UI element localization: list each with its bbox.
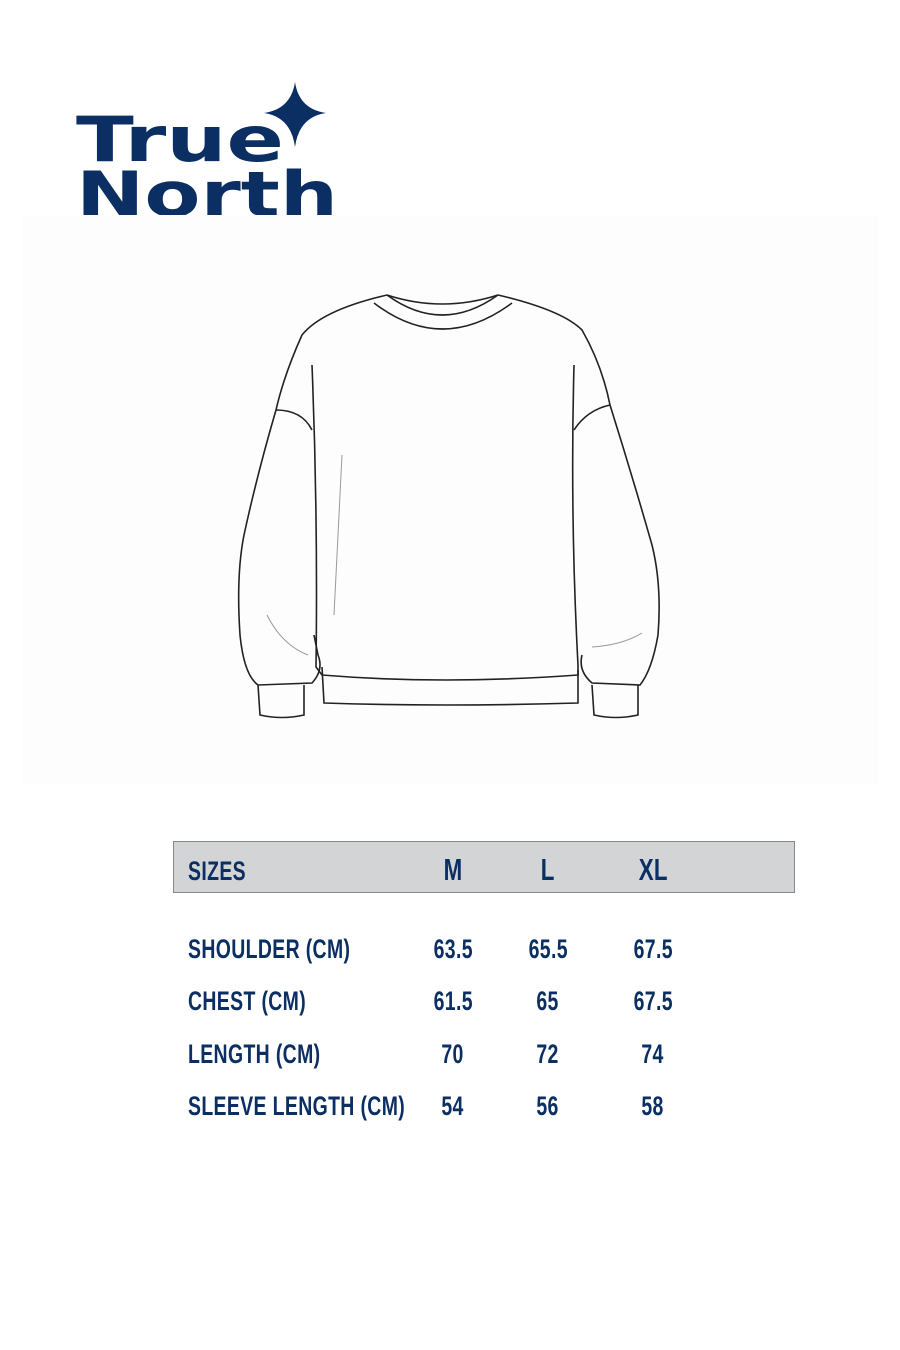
size-table-header	[173, 841, 795, 893]
size-header-xl: XL	[638, 852, 668, 887]
row-value: 58	[641, 1091, 665, 1121]
row-label: SLEEVE LENGTH (CM)	[188, 1091, 406, 1121]
row-value: 54	[441, 1091, 465, 1121]
sizes-header-label: SIZES	[188, 856, 246, 886]
star-icon	[264, 82, 326, 147]
row-value: 70	[441, 1039, 465, 1069]
brand-logo: True North	[70, 75, 350, 231]
row-label: SHOULDER (CM)	[188, 934, 351, 964]
row-value: 56	[536, 1091, 560, 1121]
row-value: 63.5	[433, 934, 473, 964]
row-label: CHEST (CM)	[188, 986, 307, 1016]
row-value: 67.5	[633, 934, 673, 964]
size-header-l: L	[541, 852, 555, 887]
size-header-m: M	[443, 852, 463, 887]
row-value: 65	[536, 986, 560, 1016]
svg-text:True: True	[76, 103, 284, 176]
row-label: LENGTH (CM)	[188, 1039, 321, 1069]
row-value: 61.5	[433, 986, 473, 1016]
row-value: 72	[536, 1039, 560, 1069]
row-value: 74	[641, 1039, 665, 1069]
row-value: 67.5	[633, 986, 673, 1016]
sweatshirt-illustration	[22, 215, 878, 785]
row-value: 65.5	[528, 934, 568, 964]
